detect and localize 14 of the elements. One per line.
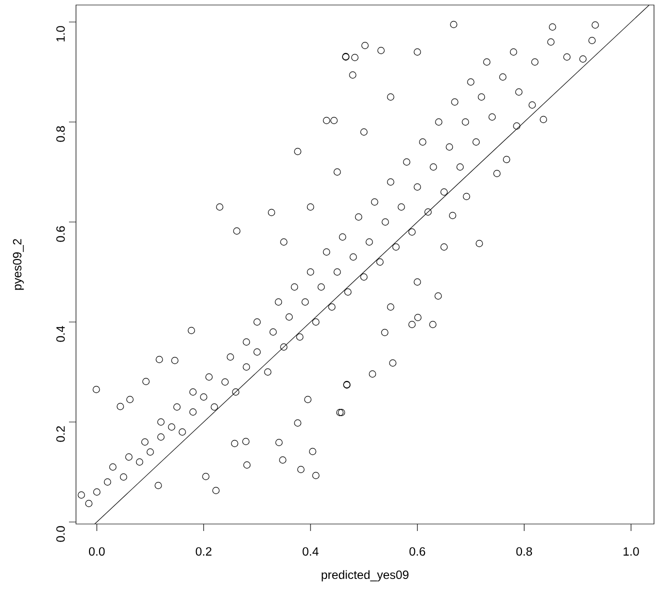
y-tick-label: 0.0 (56, 526, 65, 542)
x-tick-label: 0.2 (196, 547, 212, 556)
y-tick-label: 0.4 (56, 326, 65, 342)
x-tick-label: 0.0 (88, 547, 105, 556)
x-tick-label: 0.4 (302, 547, 319, 556)
y-tick-label: 0.6 (56, 226, 65, 242)
y-tick-label: 0.8 (56, 126, 65, 142)
x-tick-label: 0.6 (409, 547, 426, 556)
y-tick-label: 1.0 (56, 26, 65, 42)
y-tick-label: 0.2 (56, 426, 65, 442)
x-tick-label: 0.8 (516, 547, 532, 556)
y-axis-title: pyes09_2 (12, 239, 24, 290)
x-axis-title: predicted_yes09 (322, 570, 408, 582)
x-tick-label: 1.0 (624, 547, 639, 556)
